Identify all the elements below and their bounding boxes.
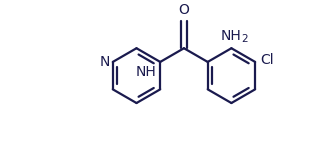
Text: NH: NH	[221, 29, 242, 43]
Text: NH: NH	[135, 65, 156, 79]
Text: O: O	[178, 3, 190, 17]
Text: N: N	[100, 55, 110, 69]
Text: Cl: Cl	[260, 53, 274, 67]
Text: 2: 2	[241, 34, 248, 44]
